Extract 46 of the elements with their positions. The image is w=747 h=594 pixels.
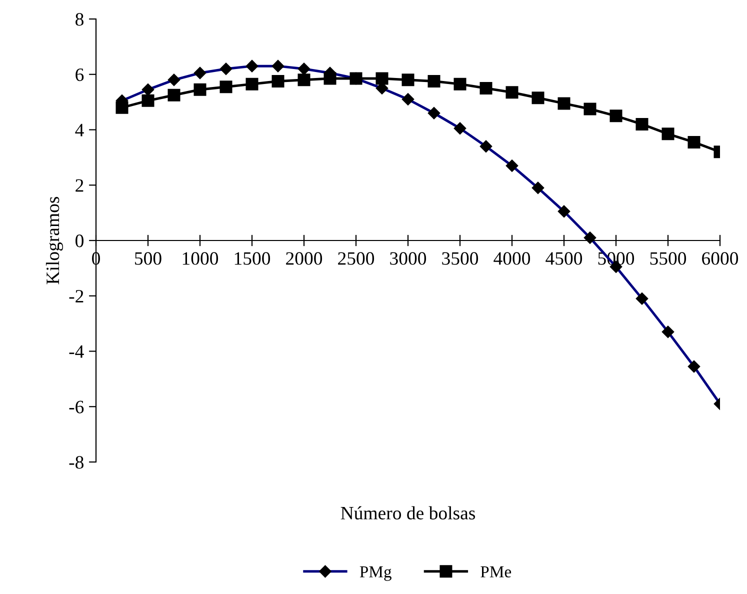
x-axis-title: Número de bolsas [340, 506, 476, 520]
point [168, 88, 180, 102]
y-tick-label: 8 [76, 13, 84, 26]
y-tick-label: 6 [76, 68, 84, 82]
point [662, 128, 674, 140]
point [376, 72, 388, 85]
point [246, 78, 258, 90]
point [558, 97, 570, 110]
point [506, 86, 518, 99]
y-tick-label: 4 [75, 124, 84, 136]
point [194, 83, 206, 96]
x-tick-label: 3000 [390, 252, 426, 265]
point [428, 75, 440, 88]
point [142, 94, 154, 107]
x-tick-label: 2000 [286, 252, 322, 265]
x-tick-label: 500 [135, 252, 162, 265]
point [220, 80, 232, 94]
x-tick-label: 1000 [182, 252, 218, 265]
point [532, 92, 544, 104]
point [402, 74, 414, 86]
point [454, 78, 466, 90]
x-tick-label: 4000 [494, 252, 530, 265]
y-axis-title: Kilogramos [46, 196, 64, 284]
y-tick-label: -8 [69, 456, 84, 469]
point [688, 136, 700, 148]
x-tick-label: 1500 [234, 252, 270, 265]
point [610, 110, 622, 122]
y-tick-label: -4 [69, 345, 84, 358]
point [272, 75, 284, 88]
x-tick-label: 4500 [546, 252, 582, 265]
y-tick-label: -6 [69, 400, 84, 414]
x-tick-label: 5500 [650, 252, 686, 265]
y-tick-label: 2 [76, 179, 84, 192]
x-tick-label: 3500 [442, 252, 478, 265]
y-tick-label: 0 [76, 234, 84, 248]
legend-label: PMg [360, 566, 392, 581]
legend-label: PMe [480, 566, 512, 578]
y-tick-label: -2 [69, 290, 84, 302]
point [636, 118, 648, 130]
point [480, 82, 492, 94]
x-tick-label: 2500 [338, 252, 374, 265]
point [116, 101, 128, 114]
point [324, 72, 336, 85]
point [298, 74, 310, 86]
x-tick-label: 6000 [702, 252, 738, 265]
point [584, 102, 596, 116]
